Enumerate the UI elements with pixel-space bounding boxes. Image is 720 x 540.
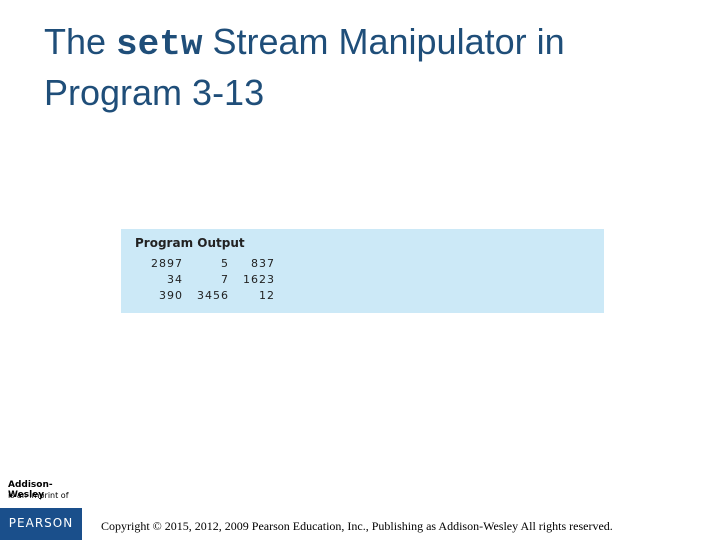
output-cell: 837 — [251, 257, 275, 270]
title-code: setw — [116, 24, 203, 65]
program-output-rows: 2897 5 837 34 7 1623 390 3456 12 — [135, 256, 275, 304]
output-row: 34 7 1623 — [135, 272, 275, 288]
pearson-logo-text: PEARSON — [8, 516, 74, 530]
output-cell: 5 — [221, 257, 229, 270]
output-cell: 3456 — [197, 289, 229, 302]
output-cell: 2897 — [151, 257, 183, 270]
output-row: 390 3456 12 — [135, 288, 275, 304]
output-row: 2897 5 837 — [135, 256, 275, 272]
imprint-text: is an imprint of — [8, 491, 69, 500]
output-cell: 12 — [259, 289, 275, 302]
copyright-notice: Copyright © 2015, 2012, 2009 Pearson Edu… — [101, 519, 613, 533]
program-output-panel: Program Output 2897 5 837 34 7 1623 390 … — [121, 229, 604, 313]
output-cell: 7 — [221, 273, 229, 286]
title-suffix: Stream Manipulator in — [202, 21, 565, 62]
addison-wesley-name: Addison-Wesley — [8, 480, 53, 500]
output-cell: 1623 — [243, 273, 275, 286]
output-cell: 34 — [167, 273, 183, 286]
publisher-logo-block: Addison-Wesley is an imprint of PEARSON — [0, 480, 82, 540]
program-output-heading: Program Output — [135, 236, 245, 250]
pearson-logo: PEARSON — [0, 508, 82, 540]
title-prefix: The — [44, 21, 117, 62]
title-line2: Program 3-13 — [44, 72, 265, 113]
output-cell: 390 — [159, 289, 183, 302]
slide-title: The setw Stream Manipulator in Program 3… — [44, 18, 684, 117]
